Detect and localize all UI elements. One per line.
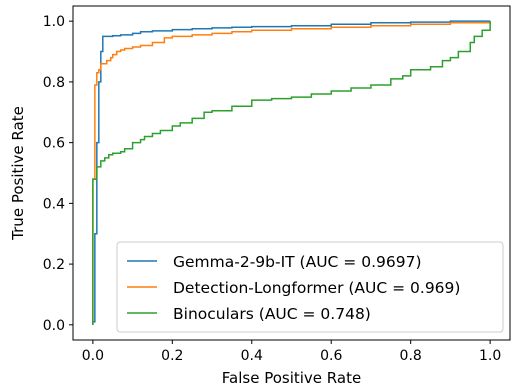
axes-frame	[72, 5, 511, 341]
x-tick-label: 0.2	[161, 348, 183, 364]
y-tick-label: 0.4	[43, 196, 65, 212]
y-tick-label: 0.2	[43, 257, 65, 273]
legend-box	[116, 241, 504, 333]
x-tick-label: 0.0	[82, 348, 104, 364]
legend: Gemma-2-9b-IT (AUC = 0.9697) Detection-Lo…	[116, 241, 504, 333]
series-layer	[92, 20, 491, 325]
legend-entry-0: Gemma-2-9b-IT (AUC = 0.9697)	[173, 253, 422, 271]
x-axis-label: False Positive Rate	[222, 369, 361, 387]
y-tick-label: 0.0	[43, 318, 65, 334]
legend-entry-2: Binoculars (AUC = 0.748)	[173, 305, 371, 323]
x-tick-label: 0.4	[241, 348, 263, 364]
x-tick-label: 1.0	[479, 348, 501, 364]
legend-entry-1: Detection-Longformer (AUC = 0.969)	[173, 279, 460, 297]
y-tick-label: 1.0	[43, 14, 65, 30]
y-tick-label: 0.6	[43, 136, 65, 152]
x-axis-ticks: 0.0 0.2 0.4 0.6 0.8 1.0	[82, 340, 501, 364]
y-axis-label: True Positive Rate	[9, 106, 27, 241]
x-tick-label: 0.6	[320, 348, 342, 364]
y-tick-label: 0.8	[43, 75, 65, 91]
x-tick-label: 0.8	[400, 348, 422, 364]
series-line-2	[92, 21, 491, 325]
y-axis-ticks: 0.0 0.2 0.4 0.6 0.8 1.0	[43, 14, 73, 334]
series-line-1	[92, 21, 491, 325]
series-line-0	[92, 20, 491, 325]
